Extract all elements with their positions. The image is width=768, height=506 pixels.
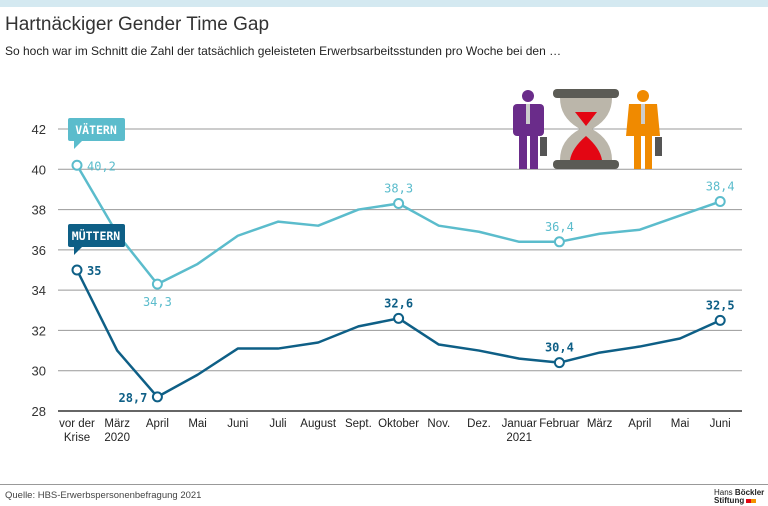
x-tick-label: Krise [64, 432, 90, 444]
data-point [714, 196, 726, 208]
x-tick-label: April [628, 418, 651, 430]
hourglass-icon [553, 89, 619, 169]
x-tick-label: Mai [671, 418, 690, 430]
x-tick-label: Juli [269, 418, 286, 430]
series-line-muettern [75, 269, 721, 399]
data-point [151, 278, 163, 290]
data-label: 32,5 [706, 298, 735, 312]
x-tick-label: Nov. [427, 418, 450, 430]
data-label: 34,3 [143, 295, 172, 309]
legend-tag-pointer [74, 141, 82, 149]
x-tick-label: 2020 [104, 432, 130, 444]
legend-label: MÜTTERN [72, 228, 121, 243]
x-tick-label: Oktober [378, 418, 419, 430]
x-tick-label: Mai [188, 418, 207, 430]
x-tick-label: Sept. [345, 418, 372, 430]
x-tick-label: Januar [502, 418, 537, 430]
x-tick-label: Dez. [467, 418, 491, 430]
y-tick-label: 40 [32, 162, 46, 177]
x-tick-label: vor der [59, 418, 95, 430]
y-tick-label: 36 [32, 243, 46, 258]
data-point [714, 314, 726, 326]
legend-tag-pointer [74, 247, 82, 255]
x-tick-label: März [104, 418, 130, 430]
data-label: 38,3 [384, 182, 413, 196]
logo-text: Böckler [734, 488, 765, 497]
legend-tag [68, 224, 125, 247]
data-label: 38,4 [706, 180, 735, 194]
footer-divider [0, 484, 768, 485]
x-tick-label: August [300, 418, 337, 430]
data-point [71, 159, 83, 171]
legend-tag [68, 118, 125, 141]
chart-title: Hartnäckiger Gender Time Gap [5, 14, 270, 35]
man-icon [513, 90, 547, 169]
data-label: 30,4 [545, 341, 574, 355]
data-point [393, 312, 405, 324]
data-label: 36,4 [545, 220, 574, 234]
x-tick-label: März [587, 418, 613, 430]
x-tick-label: Juni [710, 418, 731, 430]
data-label: 35 [87, 264, 101, 278]
woman-icon [626, 90, 662, 169]
logo-text: Stiftung [714, 496, 745, 505]
data-label: 28,7 [118, 391, 147, 405]
x-tick-label: Juni [227, 418, 248, 430]
hans-boeckler-logo: Hans Böckler Stiftung [714, 489, 764, 505]
chart-subtitle: So hoch war im Schnitt die Zahl der tats… [5, 44, 562, 58]
x-tick-label: 2021 [506, 432, 532, 444]
x-tick-label: April [146, 418, 169, 430]
data-point [553, 357, 565, 369]
data-point [71, 264, 83, 276]
y-tick-label: 30 [32, 364, 46, 379]
y-tick-label: 32 [32, 323, 46, 338]
top-bar [0, 0, 768, 7]
y-tick-label: 38 [32, 203, 46, 218]
y-tick-label: 28 [32, 404, 46, 419]
x-tick-label: Februar [539, 418, 579, 430]
line-chart: 28 30 32 34 36 38 40 42 40,2 34,3 38,3 36,4 38,4 VÄT… [32, 89, 742, 444]
legend-label: VÄTERN [75, 122, 117, 137]
y-tick-label: 42 [32, 122, 46, 137]
logo-text: Hans [714, 488, 733, 497]
data-point [393, 198, 405, 210]
y-tick-label: 34 [32, 283, 46, 298]
data-label: 40,2 [87, 159, 116, 173]
data-label: 32,6 [384, 296, 413, 310]
data-point [553, 236, 565, 248]
source-note: Quelle: HBS-Erwerbspersonenbefragung 202… [5, 490, 202, 501]
data-point [151, 391, 163, 403]
illustration [513, 89, 662, 169]
